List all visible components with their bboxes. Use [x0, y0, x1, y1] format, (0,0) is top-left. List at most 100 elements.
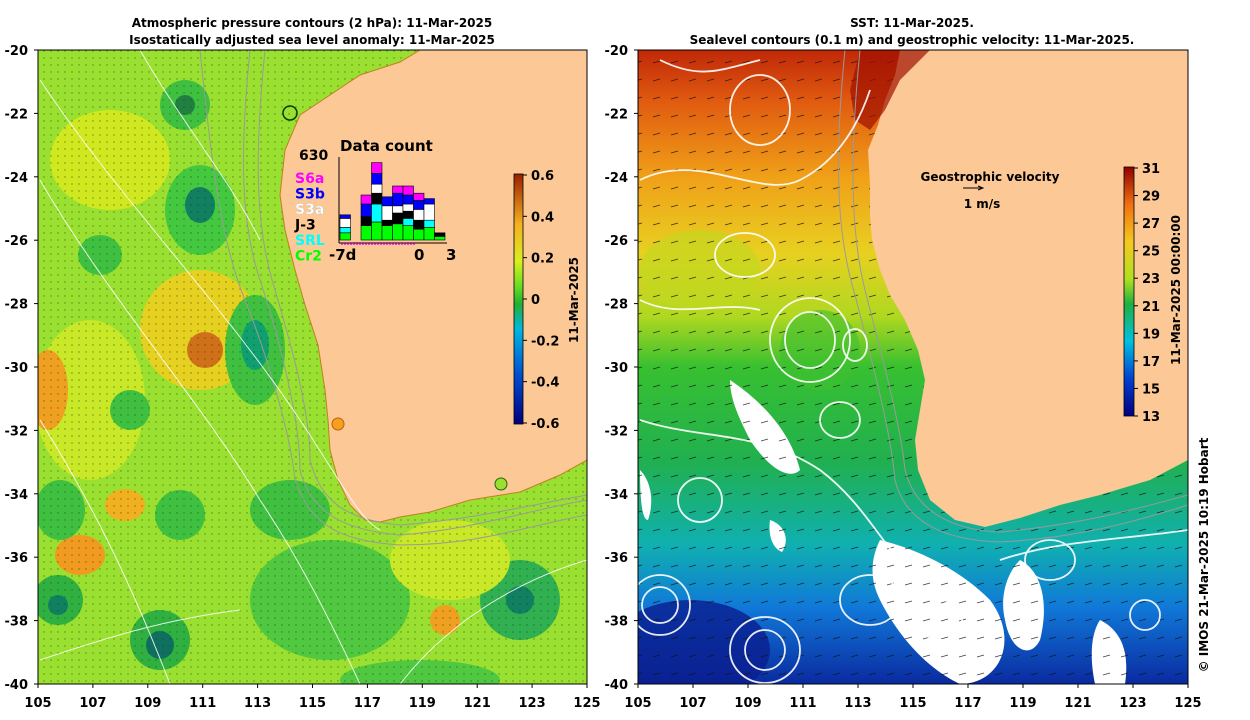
colorbar-tick-label: 0.4 — [531, 210, 554, 225]
bar-segment-cr2 — [402, 225, 414, 241]
bar-segment-cr2 — [423, 227, 435, 241]
sst-map — [638, 50, 1188, 684]
site-marker-1 — [282, 105, 298, 121]
data-count-title: Data count — [340, 137, 433, 155]
colorbar-tick-label: 23 — [1142, 272, 1160, 287]
x-tick-label: 107 — [679, 696, 706, 711]
y-tick-label: -26 — [605, 234, 629, 249]
y-tick-label: -34 — [5, 488, 29, 503]
bar-segment-s3a — [402, 203, 414, 212]
bar-segment-s3b — [413, 200, 425, 210]
pressure-contours — [39, 50, 587, 684]
bar-segment-j3 — [381, 219, 393, 226]
y-tick-label: -24 — [5, 171, 29, 186]
bathymetry-contours-right — [837, 50, 1188, 543]
bar-segment-s3a — [392, 205, 404, 214]
bar-segment-s6a — [392, 185, 404, 194]
y-tick-label: -28 — [5, 298, 29, 313]
data-count-bars — [339, 162, 446, 241]
x-tick-label: 115 — [299, 696, 326, 711]
bar-segment-j3 — [434, 232, 446, 237]
sla-colorbar-ticks: 0.6 0.4 0.2 0 -0.2 -0.4 -0.6 — [523, 169, 559, 432]
x-tick-label: 111 — [789, 696, 816, 711]
right-title-line1: SST: 11-Mar-2025. — [850, 16, 974, 30]
sla-colorbar: 0.6 0.4 0.2 0 -0.2 -0.4 -0.6 11-Mar-2025 — [513, 169, 581, 432]
bar-segment-j3 — [371, 192, 383, 205]
bar-segment-srl — [402, 218, 414, 226]
x-tick-label: 109 — [134, 696, 161, 711]
australia-land-left — [279, 50, 587, 523]
bar-segment-s3b — [360, 203, 372, 217]
right-y-ticks: -20 -22 -24 -26 -28 -30 -32 -34 -36 -38 -40 — [605, 44, 638, 693]
site-marker-2 — [331, 417, 345, 431]
left-x-ticks: 105 107 109 111 113 115 117 119 121 123 125 — [24, 684, 601, 711]
colorbar-tick-label: 13 — [1142, 410, 1160, 425]
y-tick-label: -36 — [5, 551, 29, 566]
bar-segment-j3 — [360, 216, 372, 226]
colorbar-tick-label: 27 — [1142, 217, 1160, 232]
x-tick-label: 121 — [464, 696, 491, 711]
x-tick-label: 123 — [519, 696, 546, 711]
y-tick-label: -22 — [605, 107, 629, 122]
bar-segment-s3a — [413, 209, 425, 221]
sst-colorbar-bar — [1123, 166, 1135, 417]
bar-segment-s6a — [413, 192, 425, 201]
bar-segment-s3a — [423, 203, 435, 221]
y-tick-label: -20 — [605, 44, 629, 59]
bar-segment-s3b — [381, 196, 393, 207]
data-count-max: 630 — [299, 148, 328, 164]
sla-colorbar-label: 11-Mar-2025 — [567, 257, 581, 343]
bar-segment-s3a — [381, 205, 393, 221]
y-tick-label: -38 — [5, 615, 29, 630]
y-tick-label: -24 — [605, 171, 629, 186]
y-tick-label: -34 — [605, 488, 629, 503]
right-title-line2: Sealevel contours (0.1 m) and geostrophi… — [690, 33, 1135, 47]
bar-segment-s6a — [371, 162, 383, 174]
arrowhead-icon — [977, 185, 985, 191]
x-tick-label: 109 — [734, 696, 761, 711]
bathymetry-contours-left — [199, 50, 587, 546]
y-tick-label: -28 — [605, 298, 629, 313]
bar-segment-s3b — [423, 198, 435, 205]
bar-segment-cr2 — [360, 225, 372, 241]
colorbar-tick-label: 31 — [1142, 162, 1160, 177]
bar-segment-j3 — [402, 210, 414, 219]
data-count-axis-start: -7d — [329, 246, 356, 264]
bar-segment-s3a — [339, 218, 351, 228]
right-x-ticks: 105 107 109 111 113 115 117 119 121 123 125 — [624, 684, 1202, 711]
left-title-line2: Isostatically adjusted sea level anomaly… — [129, 33, 495, 47]
y-tick-label: -38 — [605, 615, 629, 630]
x-tick-label: 105 — [24, 696, 51, 711]
x-tick-label: 119 — [409, 696, 436, 711]
y-tick-label: -30 — [605, 361, 629, 376]
site-marker-3 — [494, 477, 508, 491]
legend-cr2: Cr2 — [295, 249, 322, 265]
velocity-legend-title: Geostrophic velocity — [921, 170, 1060, 184]
sst-colorbar-label: 11-Mar-2025 00:00:00 — [1169, 215, 1183, 365]
legend-srl: SRL — [295, 233, 325, 249]
bar-segment-s6a — [402, 185, 414, 196]
x-tick-label: 125 — [573, 696, 600, 711]
sst-colorbar-ticks: 31 29 27 25 23 21 19 17 15 13 — [1134, 162, 1160, 425]
bar-segment-cr2 — [392, 223, 404, 241]
colorbar-tick-label: 0 — [531, 293, 540, 308]
x-tick-label: 105 — [624, 696, 651, 711]
colorbar-tick-label: -0.4 — [531, 376, 559, 391]
colorbar-tick-label: -0.2 — [531, 334, 559, 349]
x-tick-label: 123 — [1119, 696, 1146, 711]
legend-s3b: S3b — [295, 187, 325, 203]
y-tick-label: -32 — [5, 424, 29, 439]
x-tick-label: 117 — [954, 696, 981, 711]
bar-segment-s3b — [402, 194, 414, 205]
x-tick-label: 113 — [844, 696, 871, 711]
legend-s3a: S3a — [295, 202, 324, 218]
x-tick-label: 107 — [79, 696, 106, 711]
velocity-legend: Geostrophic velocity 1 m/s — [921, 170, 1060, 211]
colorbar-tick-label: 21 — [1142, 300, 1160, 315]
y-tick-label: -36 — [605, 551, 629, 566]
left-panel: Atmospheric pressure contours (2 hPa): 1… — [5, 16, 601, 711]
legend-s6a: S6a — [295, 171, 324, 187]
data-count-axis-end: 3 — [446, 246, 456, 264]
